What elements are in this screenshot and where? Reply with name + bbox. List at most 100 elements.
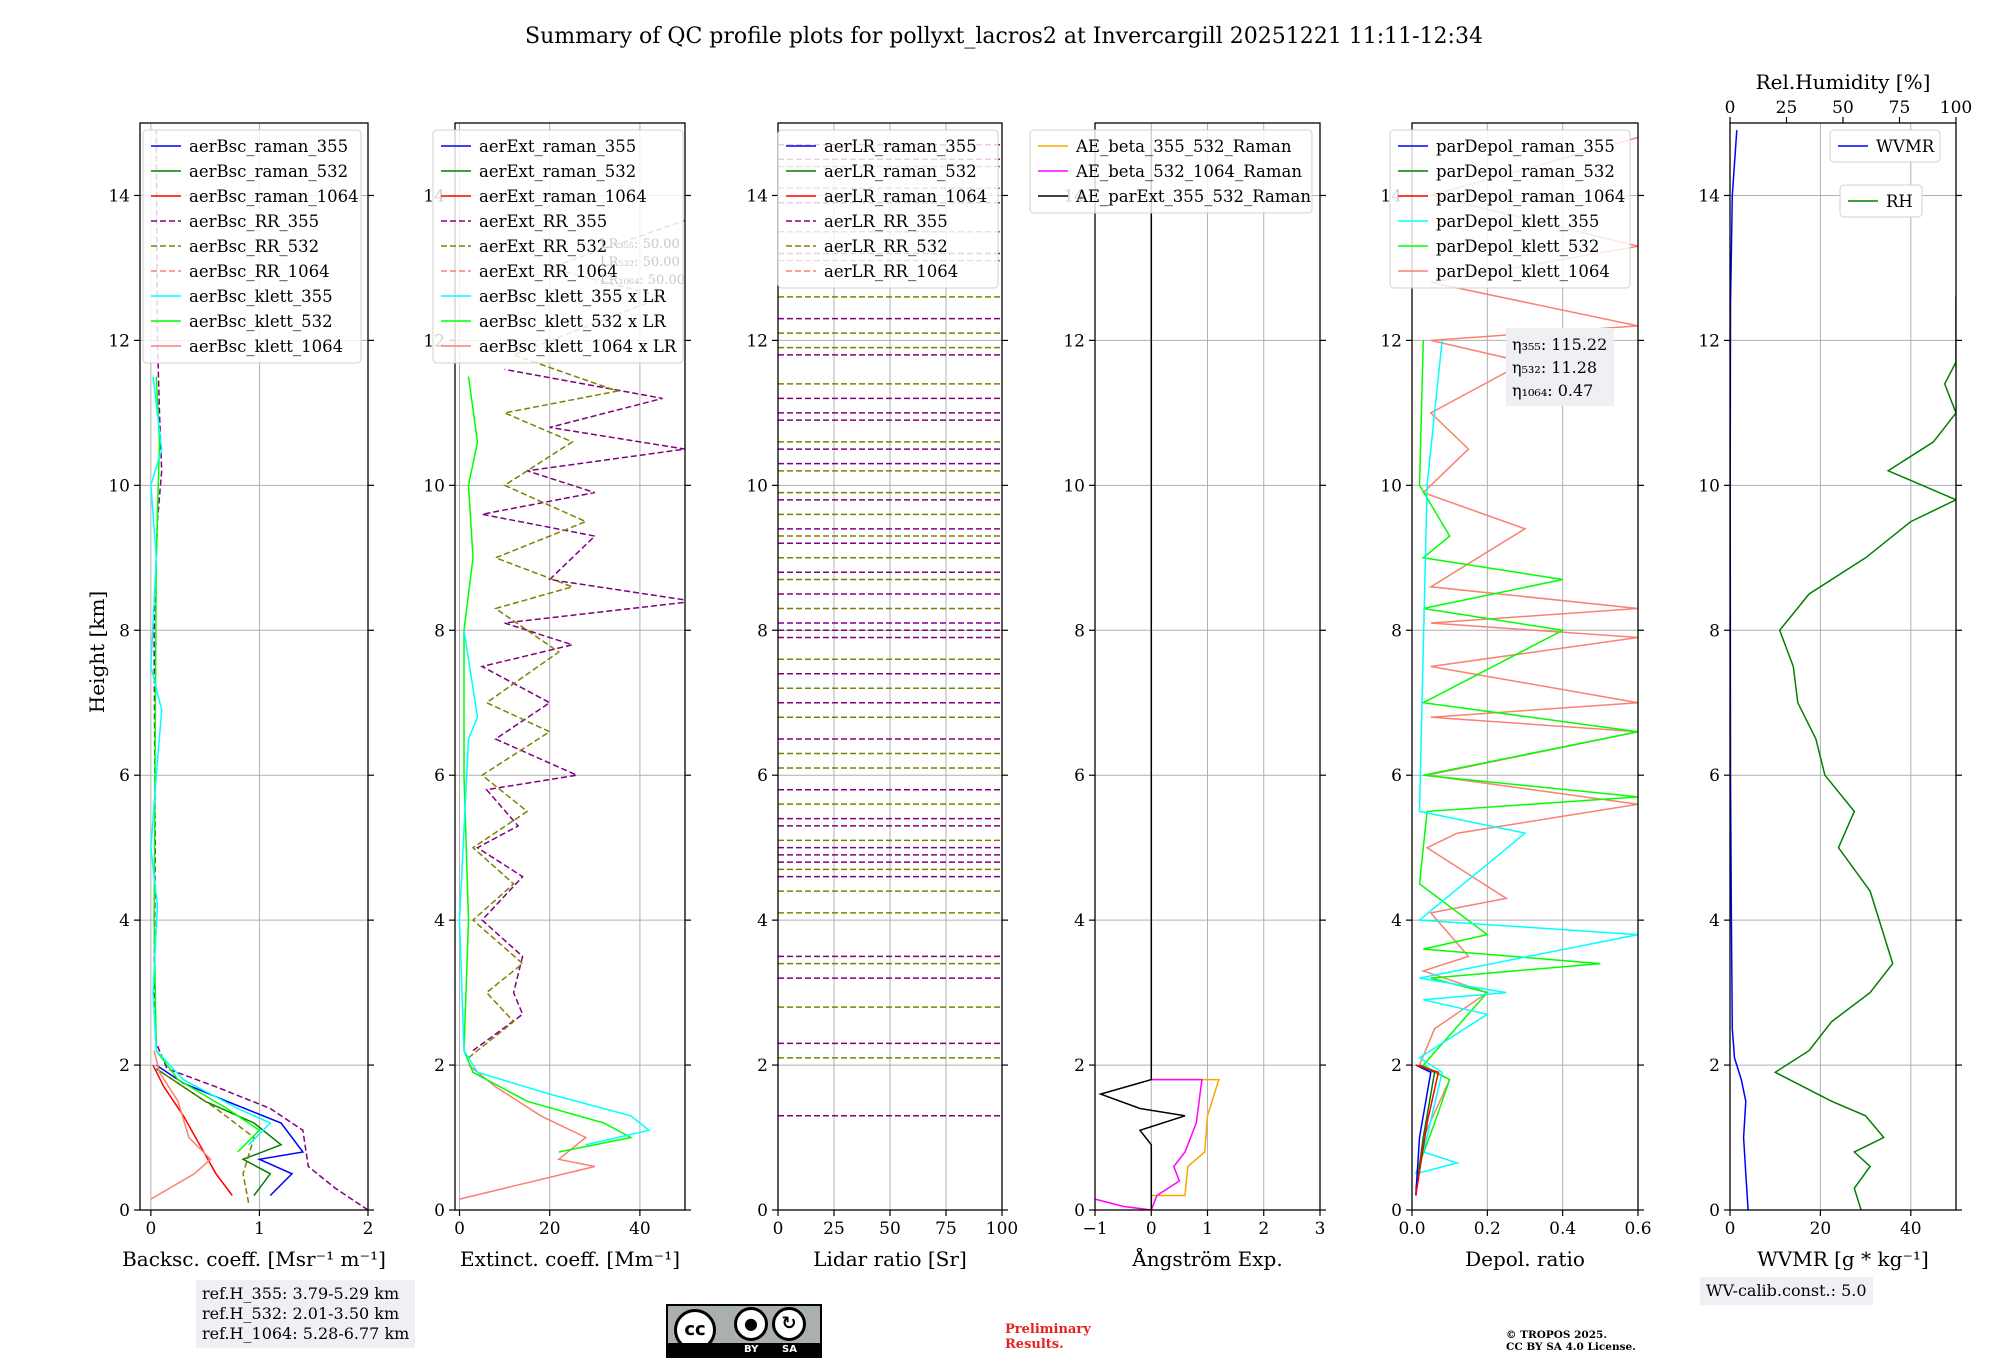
- top-tick-label: 0: [1725, 98, 1736, 118]
- legend-label: aerBsc_RR_355: [189, 212, 319, 231]
- legend-label: aerBsc_RR_1064: [189, 262, 330, 281]
- eta-annotation: η₃₅₅: 115.22: [1512, 335, 1607, 354]
- x-tick-label: 0.0: [1398, 1219, 1425, 1239]
- y-tick-label: 8: [119, 621, 130, 641]
- y-tick-label: 0: [1074, 1201, 1085, 1221]
- legend-label: aerBsc_klett_532 x LR: [479, 312, 666, 331]
- y-tick-label: 4: [119, 911, 130, 931]
- top-tick-label: 75: [1889, 98, 1911, 118]
- chart-panel-6: 0 2 4 6 8 10 12 14 0 20 40 WVMR [g * kg⁻¹] 0 25 50 75 10…: [1698, 70, 1972, 1271]
- x-tick-label: 20: [1810, 1219, 1832, 1239]
- cc-by-label: BY: [744, 1344, 759, 1355]
- preliminary-line-2: Results.: [1005, 1337, 1064, 1352]
- y-tick-label: 6: [434, 766, 445, 786]
- y-tick-label: 12: [1380, 331, 1402, 351]
- x-tick-label: 40: [629, 1219, 651, 1239]
- legend-box: [1839, 184, 1923, 218]
- series-RH: [1773, 296, 1956, 1210]
- y-tick-label: 12: [1063, 331, 1085, 351]
- x-tick-label: −1: [1082, 1219, 1107, 1239]
- x-tick-label: 1: [254, 1219, 265, 1239]
- legend-label: aerLR_RR_532: [824, 237, 948, 256]
- top-tick-label: 25: [1776, 98, 1798, 118]
- cc-license-badge: cc ● ↻ BY SA: [666, 1304, 822, 1358]
- series-aerBsc_raman_355: [155, 1064, 305, 1197]
- y-tick-label: 8: [1074, 621, 1085, 641]
- x-tick-label: 3: [1315, 1219, 1326, 1239]
- legend-label: parDepol_raman_1064: [1436, 187, 1625, 206]
- copyright-note: © TROPOS 2025. CC BY SA 4.0 License.: [1506, 1329, 1636, 1353]
- legend-label: aerBsc_raman_1064: [189, 187, 359, 206]
- legend-box: [1389, 129, 1631, 289]
- copyright-line-2: CC BY SA 4.0 License.: [1506, 1341, 1636, 1353]
- lr-annotation: LR₅₃₂: 50.00: [600, 255, 680, 270]
- y-tick-label: 10: [423, 476, 445, 496]
- legend-label: WVMR: [1876, 137, 1935, 156]
- y-tick-label: 14: [746, 186, 768, 206]
- y-tick-label: 14: [108, 186, 130, 206]
- legend-label: AE_beta_532_1064_Raman: [1075, 162, 1302, 181]
- x-axis-label: Backsc. coeff. [Msr⁻¹ m⁻¹]: [122, 1247, 386, 1271]
- y-tick-label: 2: [757, 1056, 768, 1076]
- eta-box: [1506, 328, 1614, 406]
- x-tick-label: 0: [773, 1219, 784, 1239]
- legend-label: aerBsc_klett_1064: [189, 337, 343, 356]
- chart-panel-2: 0246810121402040Extinct. coeff. [Mm⁻¹]ae…: [423, 122, 691, 1271]
- top-axis-label: Rel.Humidity [%]: [1756, 70, 1931, 94]
- ref-height-532: ref.H_532: 2.01-3.50 km: [202, 1304, 400, 1323]
- ref-height-355: ref.H_355: 3.79-5.29 km: [202, 1284, 400, 1303]
- series-group: [1095, 130, 1220, 1210]
- y-tick-label: 10: [1063, 476, 1085, 496]
- wv-calib-text: WV-calib.const.: 5.0: [1706, 1281, 1867, 1300]
- top-tick-label: 100: [1940, 98, 1972, 118]
- y-tick-label: 10: [1698, 476, 1720, 496]
- y-tick-label: 8: [1709, 621, 1720, 641]
- y-tick-label: 6: [1709, 766, 1720, 786]
- legend-label: aerLR_RR_1064: [824, 262, 958, 281]
- series-aerBsc_klett_1064: [150, 1050, 212, 1200]
- y-tick-label: 2: [1391, 1056, 1402, 1076]
- series-AE_parExt_355_532_Raman: [1098, 130, 1186, 1210]
- legend: AE_beta_355_532_Raman AE_beta_532_1064_Ra…: [1029, 129, 1313, 214]
- y-tick-label: 2: [434, 1056, 445, 1076]
- axes-frame: [1729, 122, 1957, 1211]
- y-tick-label: 2: [119, 1056, 130, 1076]
- legend-box: [777, 129, 999, 289]
- legend: aerLR_raman_355 aerLR_raman_532 aerLR_rama…: [777, 129, 999, 289]
- y-tick-label: 10: [1380, 476, 1402, 496]
- y-tick-label: 10: [746, 476, 768, 496]
- y-tick-label: 4: [757, 911, 768, 931]
- y-tick-label: 0: [119, 1201, 130, 1221]
- x-tick-label: 40: [1900, 1219, 1922, 1239]
- series-aerBsc_klett_532: [153, 376, 261, 1153]
- y-tick-label: 6: [119, 766, 130, 786]
- series-AE_beta_355_532_Raman: [1151, 1078, 1220, 1197]
- y-tick-label: 6: [1391, 766, 1402, 786]
- preliminary-line-1: Preliminary: [1005, 1322, 1091, 1337]
- legend-label: aerLR_raman_1064: [824, 187, 987, 206]
- legend-WVMR: WVMR: [1829, 129, 1941, 163]
- series-aerBsc_klett_532 x LR: [463, 376, 634, 1153]
- chart-panel-3: 0 2 4 6 8 10 12 14 0 25 50 75 100 Lidar ratio [Sr] aer…: [746, 122, 1018, 1271]
- x-axis-label: Depol. ratio: [1465, 1247, 1585, 1271]
- y-tick-label: 2: [1074, 1056, 1085, 1076]
- y-tick-label: 0: [1391, 1201, 1402, 1221]
- legend-label: aerLR_raman_532: [824, 162, 977, 181]
- y-tick-label: 12: [108, 331, 130, 351]
- series-group: [1730, 130, 1956, 1210]
- x-tick-label: 0.6: [1624, 1219, 1651, 1239]
- series-AE_beta_532_1064_Raman: [1095, 1078, 1203, 1210]
- series-group: [1415, 136, 1638, 1196]
- y-axis-label: Height [km]: [85, 591, 109, 713]
- series-parDepol_klett_532: [1415, 340, 1638, 1175]
- legend-label: aerLR_raman_355: [824, 137, 977, 156]
- series-group: [458, 219, 685, 1200]
- x-tick-label: 0.4: [1549, 1219, 1576, 1239]
- x-axis-label: WVMR [g * kg⁻¹]: [1757, 1247, 1929, 1271]
- x-tick-label: 25: [823, 1219, 845, 1239]
- copyright-line-1: © TROPOS 2025.: [1506, 1329, 1608, 1341]
- legend: aerBsc_raman_355 aerBsc_raman_532 aerBsc_r…: [142, 129, 362, 364]
- legend-label: parDepol_raman_532: [1436, 162, 1615, 181]
